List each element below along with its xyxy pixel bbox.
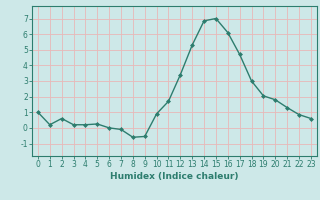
X-axis label: Humidex (Indice chaleur): Humidex (Indice chaleur)	[110, 172, 239, 181]
